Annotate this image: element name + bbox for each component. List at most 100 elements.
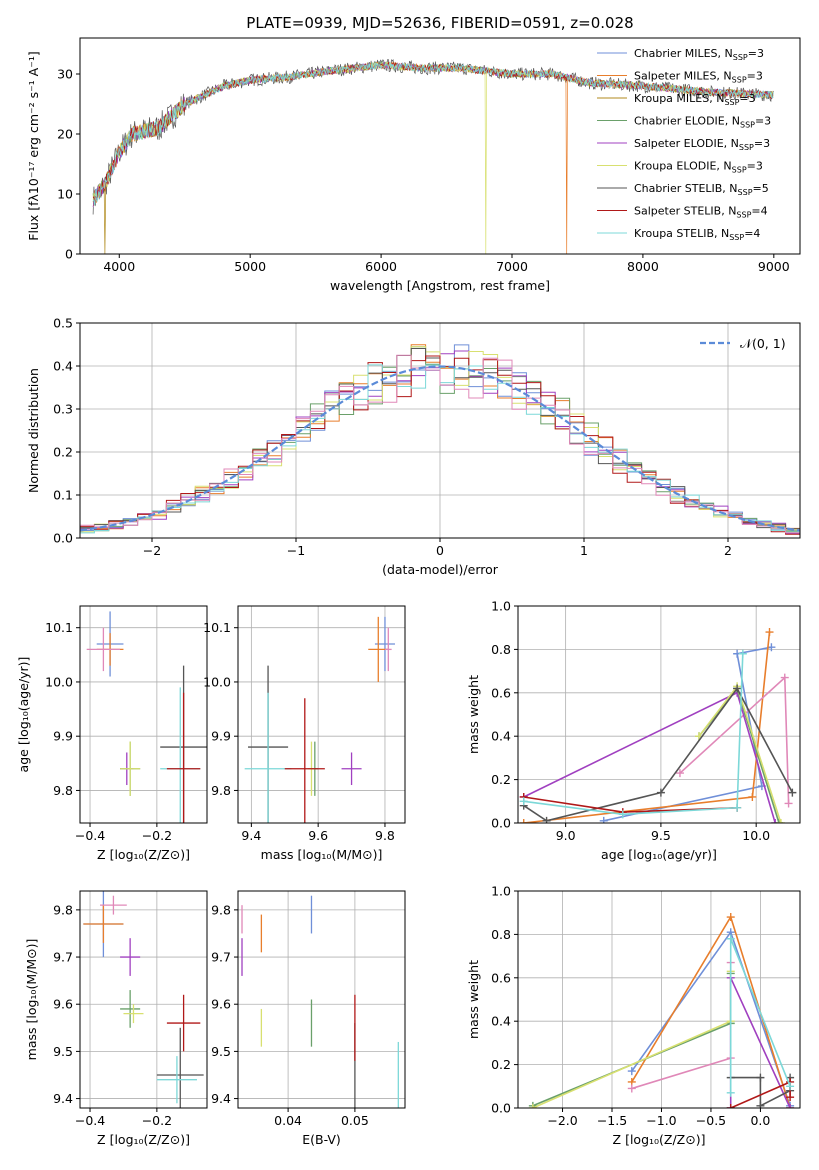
- x-tick-label: −0.4: [75, 1113, 105, 1128]
- grid-lines: [518, 890, 800, 1109]
- y-tick-label: 10.1: [203, 620, 231, 635]
- y-tick-label: 0.4: [53, 359, 73, 374]
- weight-point-marker: [627, 1067, 636, 1076]
- normal-curve: [80, 365, 800, 532]
- legend: 𝒩(0, 1): [700, 336, 786, 351]
- y-tick-label: 0.2: [491, 1057, 511, 1072]
- x-tick-label: 9.5: [651, 828, 671, 843]
- x-tick-label: 9.0: [556, 828, 576, 843]
- y-tick-label: 9.4: [53, 1091, 73, 1106]
- y-tick-label: 0.4: [491, 1014, 511, 1029]
- weight-point-marker: [675, 769, 684, 778]
- weight-point-marker: [756, 1101, 765, 1108]
- x-tick-label: 0.05: [341, 1113, 369, 1128]
- x-tick-label: 9.4: [241, 828, 261, 843]
- x-tick-label: −1.0: [646, 1113, 676, 1128]
- weight-series-line: [523, 653, 744, 816]
- y-tick-label: 0: [65, 247, 73, 262]
- legend-tail: =3: [739, 92, 755, 105]
- x-tick-label: −1.5: [597, 1113, 627, 1128]
- x-tick-label: 8000: [627, 259, 659, 274]
- weight-point-marker: [519, 797, 528, 806]
- y-tick-label: 0.3: [53, 402, 73, 417]
- grid-lines: [80, 606, 207, 823]
- weight-point-marker: [786, 1093, 795, 1102]
- x-tick-label: 9000: [758, 259, 790, 274]
- weight-point-marker: [786, 1082, 795, 1091]
- y-tick-label: 0.2: [491, 772, 511, 787]
- histogram-series: [80, 354, 800, 534]
- axes: 0.04 0.05 9.4 9.5 9.6 9.7 9.8 E(B-V): [211, 890, 406, 1147]
- y-tick-label: 9.8: [211, 783, 231, 798]
- y-axis-label: mass [log₁₀(M/M⊙)]: [24, 939, 39, 1061]
- weight-point-marker: [599, 816, 608, 823]
- axes-frame: [237, 605, 406, 824]
- x-tick-label: 4000: [103, 259, 135, 274]
- y-tick-label: 20: [57, 127, 73, 142]
- legend-subscript: SSP: [736, 211, 751, 220]
- weight-point-marker: [528, 1104, 537, 1108]
- plot-body: [528, 913, 795, 1108]
- mass-vs-reddening-plot: 0.04 0.05 9.4 9.5 9.6 9.7 9.8 E(B-V): [211, 890, 406, 1147]
- y-tick-label: 1.0: [491, 884, 511, 899]
- axes: −2.0 −1.5 −1.0 −0.5 0.0 0.0 0.2 0.4 0.6 0.8 1.0 Z […: [466, 884, 801, 1147]
- weight-point-marker: [776, 819, 785, 823]
- y-tick-label: 9.7: [211, 950, 231, 965]
- y-tick-label: 10: [57, 187, 73, 202]
- y-tick-label: 9.5: [211, 1044, 231, 1059]
- weight-point-marker: [656, 788, 665, 797]
- weight-point-marker: [786, 1104, 795, 1108]
- y-tick-label: 10.0: [203, 674, 231, 689]
- x-axis-label: E(B-V): [302, 1132, 341, 1147]
- x-axis-label: mass [log₁₀(M/M⊙)]: [261, 847, 383, 862]
- x-axis-label: Z [log₁₀(Z/Z⊙)]: [97, 847, 190, 862]
- x-tick-label: 0: [436, 543, 444, 558]
- y-axis-label: age [log₁₀(age/yr)]: [16, 657, 31, 773]
- legend-subscript: SSP: [732, 166, 747, 175]
- weight-point-marker: [788, 788, 797, 797]
- weight-series-line: [603, 646, 772, 822]
- axes-frame: [237, 890, 406, 1109]
- legend-tail: =3: [754, 137, 770, 150]
- y-axis-label: mass weight: [466, 960, 481, 1039]
- x-tick-label: −2.0: [547, 1113, 577, 1128]
- weight-point-marker: [726, 1104, 735, 1108]
- plot-body: [83, 891, 204, 1108]
- x-tick-label: 2: [724, 543, 732, 558]
- legend-entry: 𝒩(0, 1): [740, 336, 786, 351]
- y-tick-label: 0.2: [53, 445, 73, 460]
- x-tick-label: 9.6: [308, 828, 328, 843]
- legend-subscript: SSP: [739, 143, 754, 152]
- y-tick-label: 30: [57, 67, 73, 82]
- legend-subscript: SSP: [729, 233, 744, 242]
- weight-vs-metallicity-plot: −2.0 −1.5 −1.0 −0.5 0.0 0.0 0.2 0.4 0.6 0.8 1.0 Z […: [466, 884, 801, 1147]
- axes-frame: [517, 605, 801, 824]
- y-tick-label: 0.0: [491, 1101, 511, 1116]
- x-tick-label: 10.0: [742, 828, 770, 843]
- y-tick-label: 0.8: [491, 927, 511, 942]
- y-axis-label: mass weight: [466, 675, 481, 754]
- weight-point-marker: [780, 673, 789, 682]
- x-axis-label: age [log₁₀(age/yr)]: [601, 847, 717, 862]
- y-tick-label: 0.0: [491, 816, 511, 831]
- weight-point-marker: [784, 799, 793, 808]
- plot-body: [92, 58, 774, 254]
- y-tick-label: 9.6: [211, 997, 231, 1012]
- x-tick-label: −0.5: [696, 1113, 726, 1128]
- weight-point-marker: [756, 1073, 765, 1082]
- plot-body: [86, 611, 207, 823]
- weight-point-marker: [733, 803, 742, 812]
- x-tick-label: 0.0: [750, 1113, 770, 1128]
- weight-point-marker: [618, 810, 627, 819]
- mass-vs-metallicity-plot: −0.4 −0.2 9.4 9.5 9.6 9.7 9.8 Z [log₁₀(Z/Z⊙)] ma…: [24, 890, 208, 1147]
- weight-point-marker: [726, 934, 735, 943]
- legend-subscript: SSP: [733, 53, 748, 62]
- y-axis-label: Normed distribution: [26, 368, 41, 493]
- spectrum-panel: PLATE=0939, MJD=52636, FIBERID=0591, z=0…: [26, 14, 801, 293]
- legend-subscript: SSP: [724, 98, 739, 107]
- y-tick-label: 9.7: [53, 950, 73, 965]
- axes: −0.4 −0.2 9.4 9.5 9.6 9.7 9.8 Z [log₁₀(Z/Z⊙)] ma…: [24, 890, 208, 1147]
- legend-entry: Chabrier STELIB, NSSP=5: [634, 182, 769, 197]
- chart-title: PLATE=0939, MJD=52636, FIBERID=0591, z=0…: [246, 14, 633, 32]
- legend-tail: =4: [751, 205, 767, 218]
